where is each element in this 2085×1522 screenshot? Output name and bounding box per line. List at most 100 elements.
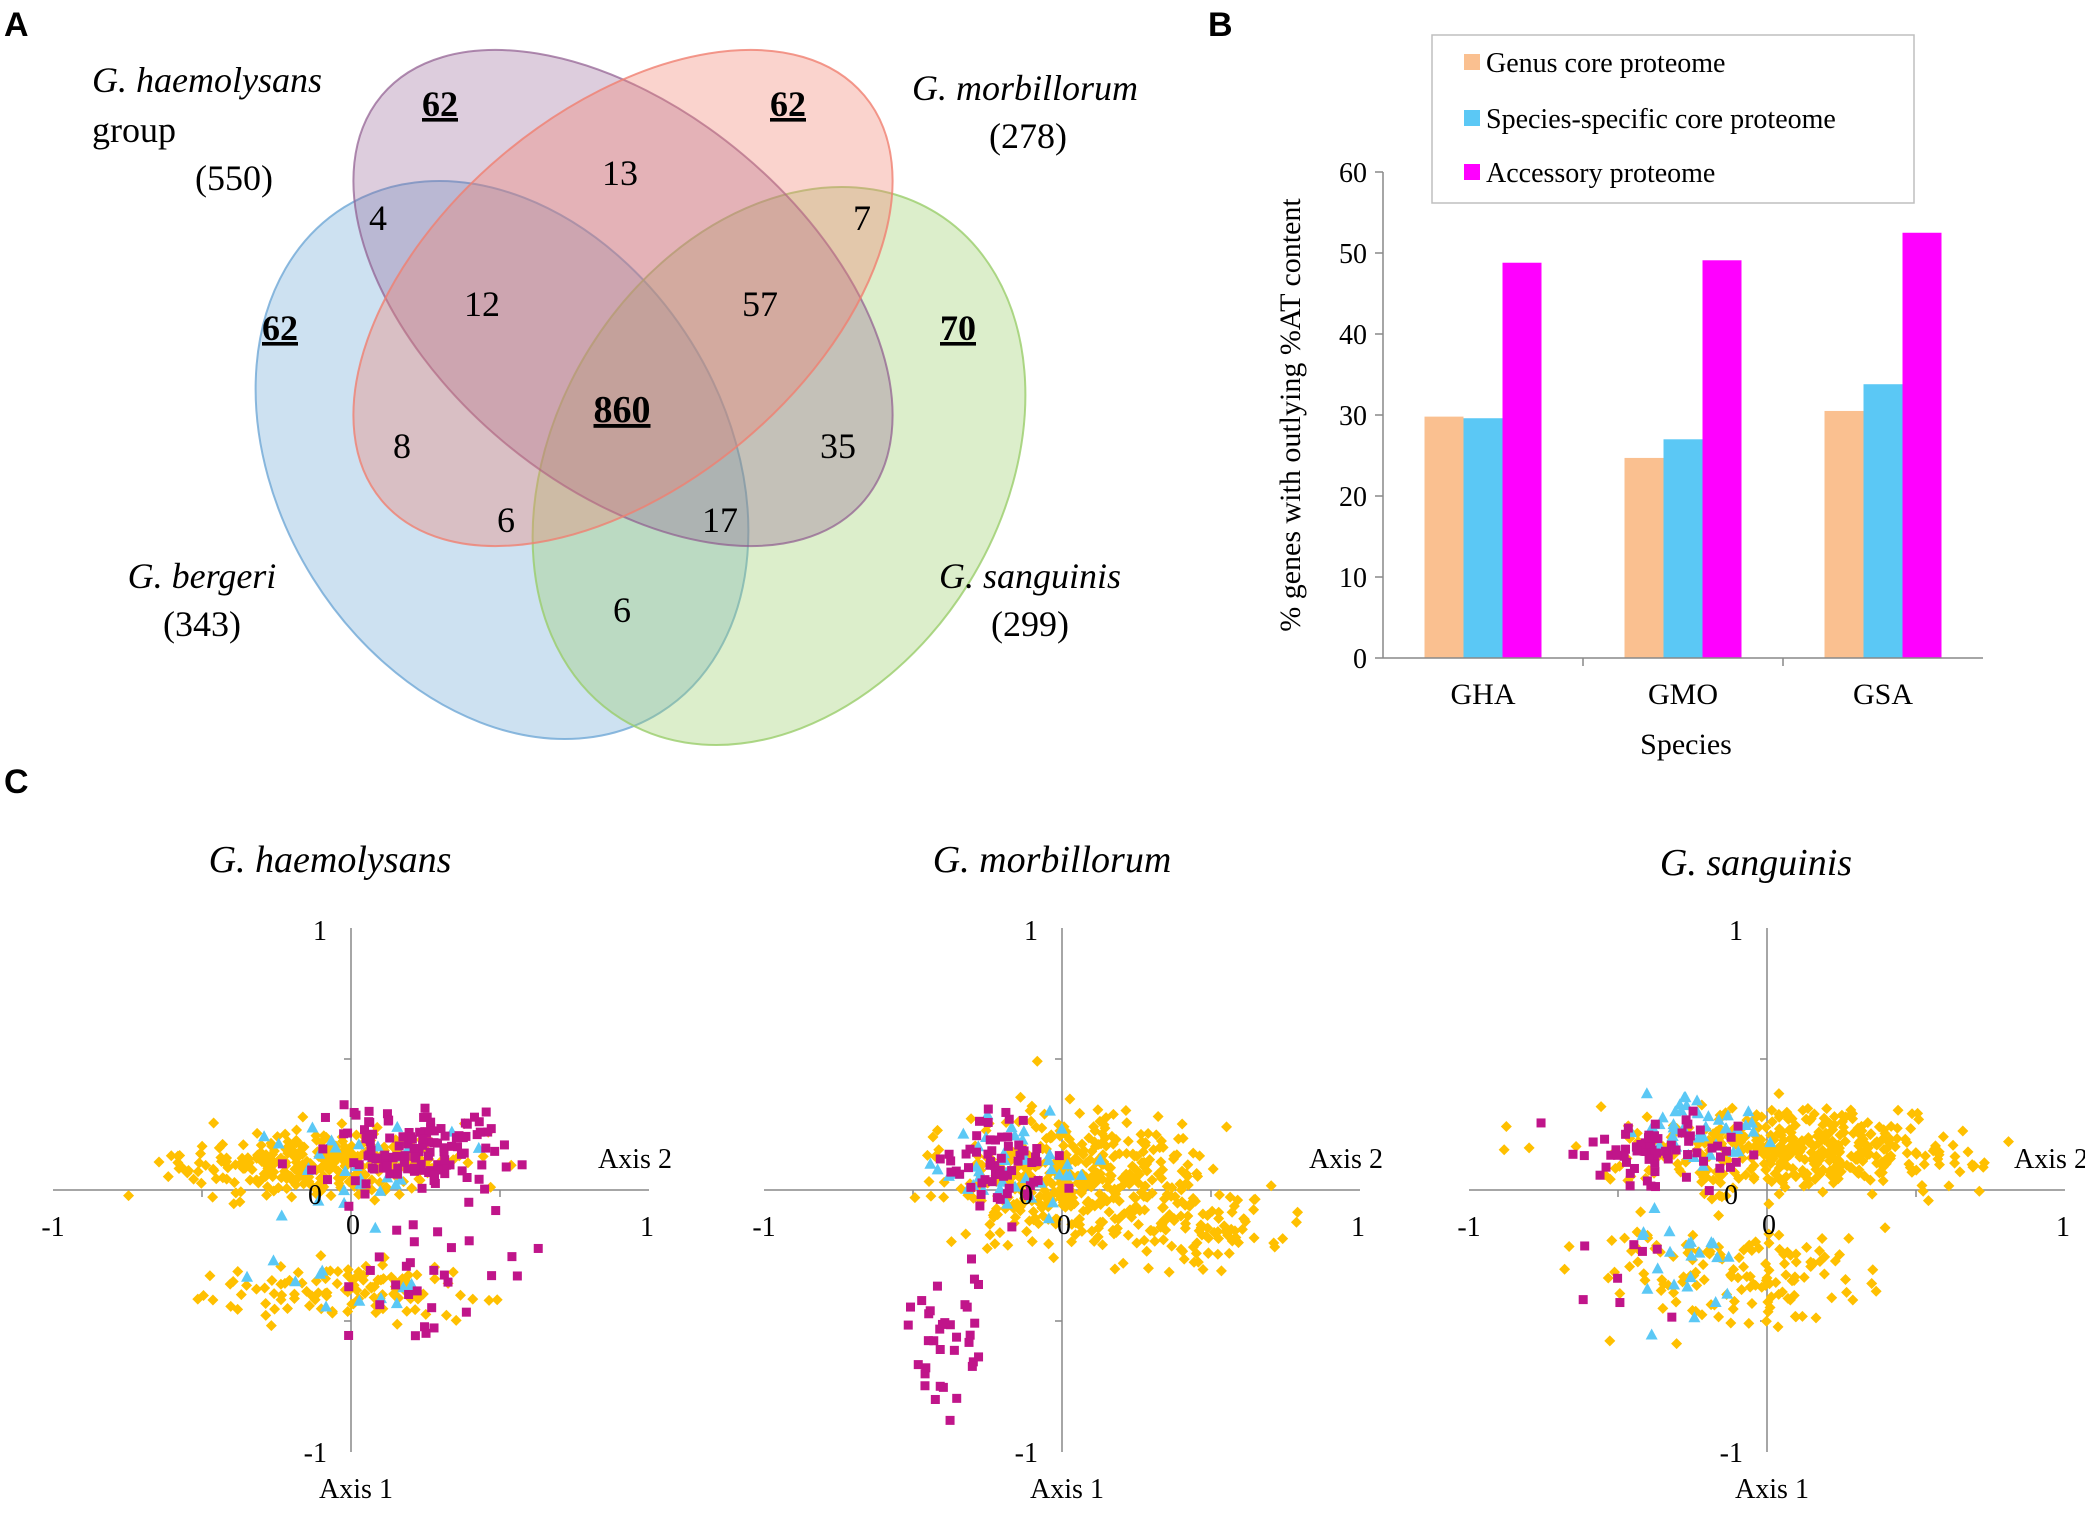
- bar-y-tick-label: 50: [1339, 239, 1367, 270]
- scatter-point-core: [1207, 1163, 1219, 1175]
- scatter-point-core: [1121, 1117, 1133, 1129]
- scatter-point-core: [1011, 1197, 1023, 1209]
- scatter-point-core: [298, 1178, 310, 1190]
- scatter-point-accessory: [1731, 1157, 1741, 1167]
- scatter-point-accessory: [1650, 1158, 1660, 1168]
- scatter-point-core: [1099, 1122, 1111, 1134]
- scatter-point-core: [1808, 1141, 1820, 1153]
- scatter-point-accessory: [1715, 1163, 1725, 1173]
- bar-x-tick-label: GSA: [1853, 678, 1913, 711]
- scatter-point-core: [1834, 1249, 1846, 1261]
- scatter-point-core: [1782, 1292, 1794, 1304]
- scatter-point-core: [2002, 1136, 2014, 1148]
- scatter-point-accessory: [1625, 1168, 1635, 1178]
- scatter-point-accessory: [1023, 1191, 1033, 1201]
- scatter-point-accessory: [350, 1176, 360, 1186]
- scatter-point-accessory: [487, 1271, 497, 1281]
- scatter-point-core: [440, 1309, 452, 1321]
- scatter-point-core: [1074, 1213, 1086, 1225]
- scatter-point-accessory: [1619, 1151, 1629, 1161]
- scatter-point-accessory: [1646, 1181, 1656, 1191]
- scatter-point-accessory: [364, 1106, 374, 1116]
- scatter-point-core: [1131, 1237, 1143, 1249]
- scatter-point-accessory: [446, 1243, 456, 1253]
- scatter-point-core: [286, 1191, 298, 1203]
- scatter-point-core: [414, 1174, 426, 1186]
- scatter-point-accessory: [410, 1163, 420, 1173]
- scatter-point-core: [1203, 1232, 1215, 1244]
- scatter-point-core: [967, 1192, 979, 1204]
- scatter-point-core: [927, 1131, 939, 1143]
- scatter-point-core: [1746, 1297, 1758, 1309]
- scatter-point-core: [262, 1181, 274, 1193]
- scatter-origin-label-top: 0: [1019, 1180, 1033, 1211]
- venn-ellipse-bergeri: [254, 180, 750, 740]
- scatter-point-core: [1107, 1138, 1119, 1150]
- scatter-point-core: [1056, 1187, 1068, 1199]
- venn-region-hae-mor-ber: 12: [464, 284, 500, 324]
- scatter-point-core: [1202, 1222, 1214, 1234]
- scatter-point-core: [269, 1303, 281, 1315]
- scatter-point-core: [222, 1162, 234, 1174]
- scatter-point-accessory: [976, 1189, 986, 1199]
- scatter-point-accessory: [385, 1169, 395, 1179]
- scatter-point-accessory: [990, 1135, 1000, 1145]
- scatter-point-core: [1195, 1222, 1207, 1234]
- scatter-point-core: [1760, 1315, 1772, 1327]
- scatter-point-accessory: [369, 1164, 379, 1174]
- scatter-point-core: [1292, 1206, 1304, 1218]
- scatter-point-accessory: [1018, 1115, 1028, 1125]
- scatter-point-accessory: [1661, 1146, 1671, 1156]
- scatter-point-accessory: [1004, 1114, 1014, 1124]
- scatter-point-accessory: [507, 1252, 517, 1262]
- scatter-point-core: [1116, 1172, 1128, 1184]
- scatter-point-accessory: [400, 1151, 410, 1161]
- scatter-point-core: [251, 1127, 263, 1139]
- scatter-point-accessory: [339, 1100, 349, 1110]
- scatter-point-core: [1103, 1206, 1115, 1218]
- scatter-point-accessory: [1002, 1189, 1012, 1199]
- scatter-point-core: [207, 1191, 219, 1203]
- scatter-point-core: [1108, 1151, 1120, 1163]
- scatter-point-accessory: [1725, 1162, 1735, 1172]
- scatter-point-accessory: [971, 1147, 981, 1157]
- scatter-point-core: [409, 1304, 421, 1316]
- scatter-point-accessory: [480, 1184, 490, 1194]
- venn-region-ber-mor-san: 17: [702, 500, 738, 540]
- scatter-axis1-label: Axis 1: [1735, 1474, 1809, 1505]
- scatter-point-species: [1651, 1262, 1664, 1274]
- scatter-point-accessory: [517, 1160, 527, 1170]
- scatter-point-core: [1161, 1180, 1173, 1192]
- scatter-axis1-label: Axis 1: [319, 1474, 393, 1505]
- scatter-point-accessory: [366, 1145, 376, 1155]
- scatter-point-accessory: [1707, 1143, 1717, 1153]
- scatter-point-core: [1076, 1185, 1088, 1197]
- scatter-point-core: [1238, 1213, 1250, 1225]
- scatter-axis2-label: Axis 2: [2014, 1144, 2085, 1175]
- scatter-point-core: [1819, 1251, 1831, 1263]
- scatter-point-core: [1089, 1125, 1101, 1137]
- bar-gha-series-2: [1502, 262, 1542, 658]
- scatter-point-core: [1967, 1161, 1979, 1173]
- scatter-point-accessory: [1667, 1312, 1677, 1322]
- scatter-point-accessory: [361, 1179, 371, 1189]
- scatter-point-core: [296, 1148, 308, 1160]
- scatter-point-species: [353, 1294, 366, 1306]
- scatter-point-core: [1760, 1121, 1772, 1133]
- scatter-point-accessory: [1580, 1241, 1590, 1251]
- scatter-point-accessory: [1684, 1136, 1694, 1146]
- venn-region-san-only: 70: [940, 308, 976, 348]
- scatter-point-core: [1131, 1150, 1143, 1162]
- scatter-point-accessory: [1007, 1222, 1017, 1232]
- scatter-point-core: [909, 1192, 921, 1204]
- scatter-point-accessory: [996, 1153, 1006, 1163]
- bar-y-tick-label: 30: [1339, 401, 1367, 432]
- scatter-point-accessory: [985, 1157, 995, 1167]
- scatter-point-core: [1180, 1168, 1192, 1180]
- scatter-point-core: [332, 1265, 344, 1277]
- scatter-point-species: [325, 1134, 338, 1146]
- scatter-point-core: [265, 1320, 277, 1332]
- scatter-origin-label-top: 0: [1724, 1180, 1738, 1211]
- scatter-point-core: [483, 1294, 495, 1306]
